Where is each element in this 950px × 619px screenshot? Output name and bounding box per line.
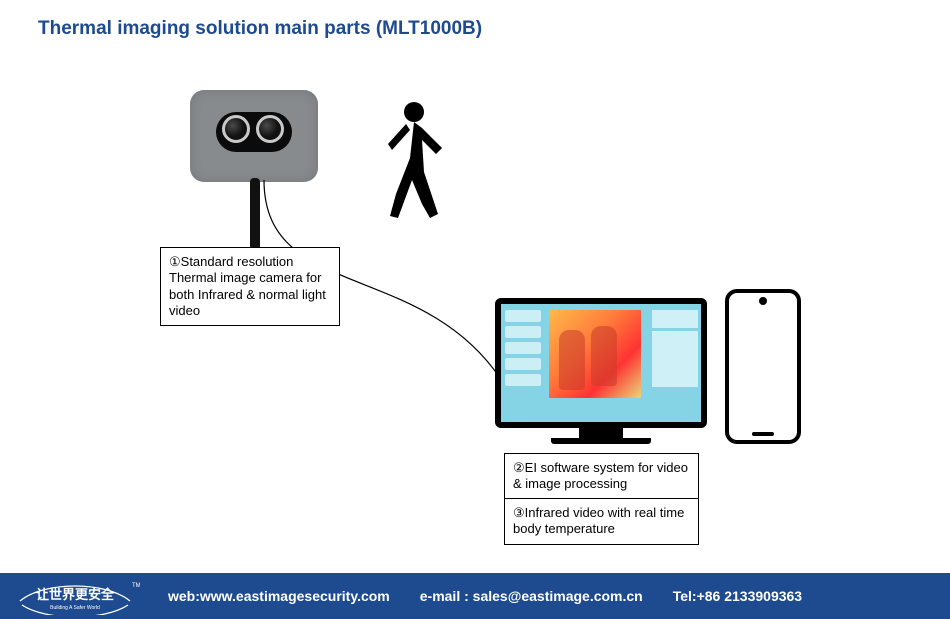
label-software: ②EI software system for video & image pr…: [504, 453, 699, 500]
footer-tel: Tel:+86 2133909363: [673, 588, 802, 604]
label-infrared-text: ③Infrared video with real time body temp…: [513, 505, 684, 536]
ui-sidebar: [505, 310, 541, 390]
svg-text:TM: TM: [132, 583, 140, 589]
footer-web: web:www.eastimagesecurity.com: [168, 588, 390, 604]
camera-lens-right: [256, 115, 284, 143]
monitor-frame: [495, 298, 707, 428]
monitor: [495, 298, 707, 444]
walking-person-icon: [370, 100, 450, 225]
label-software-text: ②EI software system for video & image pr…: [513, 460, 688, 491]
logo-text-sub: Building A Safer World: [50, 605, 100, 611]
page-title: Thermal imaging solution main parts (MLT…: [38, 18, 482, 40]
ui-button: [505, 358, 541, 370]
thermal-view: [549, 310, 641, 398]
thermal-figure: [559, 330, 585, 390]
camera-body: [190, 90, 318, 182]
footer-contact: web:www.eastimagesecurity.com e-mail : s…: [168, 588, 802, 604]
footer-bar: 让世界更安全 Building A Safer World TM web:www…: [0, 573, 950, 619]
ui-right-panel: [652, 310, 698, 390]
thermal-figure: [591, 326, 617, 386]
phone-home-button: [752, 432, 774, 436]
ui-button: [505, 374, 541, 386]
logo-text-cn: 让世界更安全: [36, 587, 115, 602]
label-camera-text: ①Standard resolution Thermal image camer…: [169, 254, 326, 318]
footer-email: e-mail : sales@eastimage.com.cn: [420, 588, 643, 604]
label-infrared: ③Infrared video with real time body temp…: [504, 498, 699, 545]
monitor-screen: [501, 304, 701, 422]
label-camera: ①Standard resolution Thermal image camer…: [160, 247, 340, 326]
camera-lens-plate: [216, 112, 292, 152]
footer-logo: 让世界更安全 Building A Safer World TM: [0, 573, 150, 619]
ui-panel: [652, 331, 698, 387]
ui-button: [505, 326, 541, 338]
camera-stand: [250, 178, 260, 250]
ui-panel: [652, 310, 698, 328]
phone-camera-icon: [759, 297, 767, 305]
smartphone: [725, 289, 801, 444]
monitor-base: [551, 438, 651, 444]
ui-button: [505, 310, 541, 322]
ui-button: [505, 342, 541, 354]
monitor-stand: [579, 428, 623, 438]
camera-lens-left: [222, 115, 250, 143]
thermal-camera: [190, 90, 318, 182]
